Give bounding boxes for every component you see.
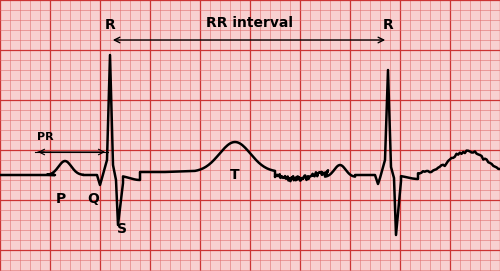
Text: RR interval: RR interval	[206, 16, 292, 30]
Text: Q: Q	[87, 192, 99, 206]
Text: P: P	[56, 192, 66, 206]
Text: R: R	[382, 18, 394, 32]
Text: PR: PR	[37, 132, 54, 142]
Text: R: R	[104, 18, 116, 32]
Text: S: S	[117, 222, 127, 236]
Text: T: T	[230, 168, 240, 182]
